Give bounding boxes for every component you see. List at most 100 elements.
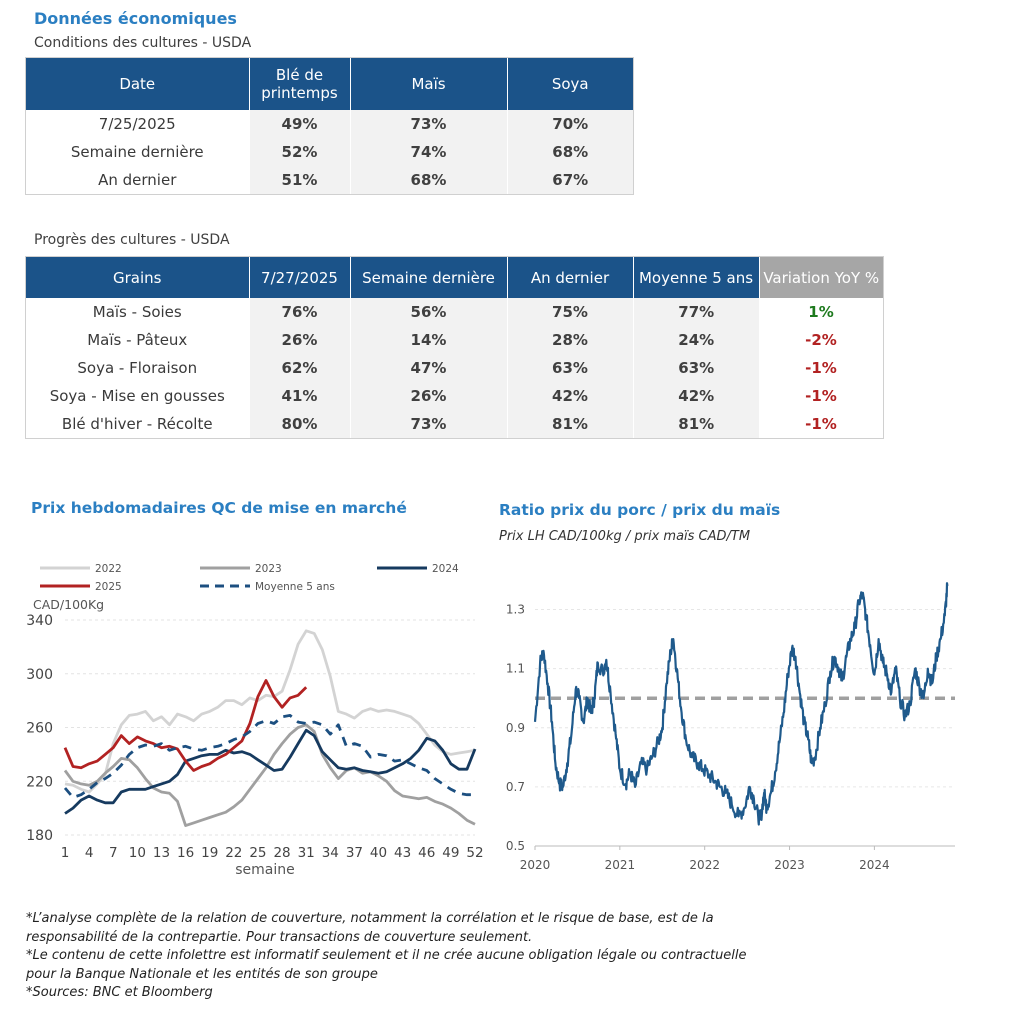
x-tick-label: 16 xyxy=(177,845,194,861)
x-tick-label: 2024 xyxy=(859,858,890,872)
x-tick-label: 10 xyxy=(129,845,146,861)
row-label: Soya - Mise en gousses xyxy=(26,382,249,410)
y-tick-label: 1.1 xyxy=(506,662,525,676)
progress-header-last-year: An dernier xyxy=(507,257,634,298)
y-tick-label: 220 xyxy=(26,774,53,790)
y-tick-label: 0.7 xyxy=(506,780,525,794)
series-line-2025 xyxy=(63,679,308,772)
y-tick-label: 260 xyxy=(26,721,53,737)
x-tick-label: 25 xyxy=(249,845,266,861)
progress-table: Grains 7/27/2025 Semaine dernière An der… xyxy=(25,256,884,439)
y-tick-label: 340 xyxy=(26,613,53,629)
conditions-subtitle: Conditions des cultures - USDA xyxy=(34,35,252,51)
variation-value: -1% xyxy=(759,410,883,438)
hog-corn-ratio-chart: 0.5 0.7 0.9 1.1 1.3 2020 2021 2022 2023 2024 xyxy=(506,582,955,872)
cell-value: 77% xyxy=(632,298,759,326)
row-label: Maïs - Soies xyxy=(26,298,249,326)
table-row: Maïs - Pâteux 26% 14% 28% 24% -2% xyxy=(26,326,883,354)
x-tick-label: 40 xyxy=(370,845,387,861)
conditions-header-ble: Blé de printemps xyxy=(249,58,351,110)
progress-header-last-week: Semaine dernière xyxy=(350,257,508,298)
cell-value: 80% xyxy=(248,410,350,438)
footnote-line: *L’analyse complète de la relation de co… xyxy=(26,911,714,926)
hog-corn-ratio-chart-title: Ratio prix du porc / prix du maïs xyxy=(499,501,781,519)
hog-corn-ratio-chart-subtitle: Prix LH CAD/100kg / prix maïs CAD/TM xyxy=(499,529,751,544)
legend-label: 2024 xyxy=(432,563,459,575)
cell-value: 68% xyxy=(349,166,507,194)
table-row: Blé d'hiver - Récolte 80% 73% 81% 81% -1% xyxy=(26,410,883,438)
progress-subtitle: Progrès des cultures - USDA xyxy=(34,232,230,248)
progress-header-grains: Grains xyxy=(26,257,250,298)
series-line-2022 xyxy=(64,629,476,794)
x-tick-label: 2020 xyxy=(520,858,551,872)
x-tick-label: 43 xyxy=(394,845,411,861)
table-row: 7/25/2025 49% 73% 70% xyxy=(26,110,633,138)
cell-value: 62% xyxy=(248,354,350,382)
cell-value: 42% xyxy=(506,382,633,410)
x-tick-label: 2022 xyxy=(689,858,720,872)
progress-header-date: 7/27/2025 xyxy=(249,257,351,298)
x-tick-label: 37 xyxy=(346,845,363,861)
page-title: Données économiques xyxy=(34,9,237,28)
legend-label: Moyenne 5 ans xyxy=(255,581,335,593)
x-tick-label: 2023 xyxy=(774,858,805,872)
progress-header-variation: Variation YoY % xyxy=(759,257,883,298)
x-tick-label: 28 xyxy=(273,845,290,861)
table-row: Soya - Mise en gousses 41% 26% 42% 42% -1% xyxy=(26,382,883,410)
table-row: Soya - Floraison 62% 47% 63% 63% -1% xyxy=(26,354,883,382)
cell-value: 63% xyxy=(632,354,759,382)
x-tick-label: 1 xyxy=(61,845,70,861)
series-line-2024 xyxy=(64,728,477,815)
cell-value: 70% xyxy=(506,110,633,138)
cell-value: 75% xyxy=(506,298,633,326)
weekly-prices-chart: 180 220 260 300 340 1 4 7 10 13 16 19 22 25 28 31 34 37 40… xyxy=(26,563,483,878)
x-tick-label: 7 xyxy=(109,845,118,861)
cell-value: 51% xyxy=(248,166,350,194)
variation-value: -1% xyxy=(759,354,883,382)
x-tick-label: 52 xyxy=(466,845,483,861)
x-tick-label: 22 xyxy=(225,845,242,861)
series-line-2023 xyxy=(63,723,476,828)
x-tick-label: 34 xyxy=(322,845,339,861)
cell-value: 26% xyxy=(248,326,350,354)
x-tick-label: 4 xyxy=(85,845,94,861)
footnote-line: pour la Banque Nationale et les entités … xyxy=(26,966,378,982)
cell-value: 67% xyxy=(506,166,633,194)
cell-value: 74% xyxy=(349,138,507,166)
cell-value: 24% xyxy=(632,326,759,354)
row-label: Blé d'hiver - Récolte xyxy=(26,410,249,438)
cell-value: 73% xyxy=(349,110,507,138)
progress-header-5yr-avg: Moyenne 5 ans xyxy=(633,257,760,298)
cell-value: 68% xyxy=(506,138,633,166)
variation-value: -1% xyxy=(759,382,883,410)
weekly-prices-chart-title: Prix hebdomadaires QC de mise en marché xyxy=(31,499,407,517)
conditions-header-soya: Soya xyxy=(507,58,633,110)
y-tick-label: 180 xyxy=(26,828,53,844)
x-axis-label: semaine xyxy=(235,862,295,878)
legend-label: 2022 xyxy=(95,563,122,575)
cell-value: 49% xyxy=(248,110,350,138)
table-row: Semaine dernière 52% 74% 68% xyxy=(26,138,633,166)
footnote-line: responsabilité de la contrepartie. Pour … xyxy=(26,929,533,945)
row-label: An dernier xyxy=(26,166,249,194)
cell-value: 56% xyxy=(349,298,507,326)
row-label: 7/25/2025 xyxy=(26,110,249,138)
cell-value: 42% xyxy=(632,382,759,410)
x-tick-label: 13 xyxy=(153,845,170,861)
y-tick-label: 0.9 xyxy=(506,721,525,735)
variation-value: 1% xyxy=(759,298,883,326)
cell-value: 26% xyxy=(349,382,507,410)
x-tick-label: 31 xyxy=(298,845,315,861)
x-tick-label: 46 xyxy=(418,845,435,861)
cell-value: 52% xyxy=(248,138,350,166)
cell-value: 76% xyxy=(248,298,350,326)
legend-label: 2025 xyxy=(95,581,122,593)
row-label: Soya - Floraison xyxy=(26,354,249,382)
table-row: An dernier 51% 68% 67% xyxy=(26,166,633,194)
cell-value: 73% xyxy=(349,410,507,438)
x-tick-label: 19 xyxy=(201,845,218,861)
x-tick-label: 2021 xyxy=(605,858,636,872)
y-axis-label: CAD/100Kg xyxy=(33,597,104,612)
conditions-header-mais: Maïs xyxy=(350,58,508,110)
cell-value: 47% xyxy=(349,354,507,382)
